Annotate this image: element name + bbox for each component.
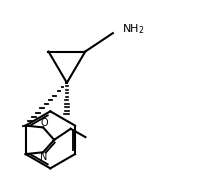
Text: NH$_2$: NH$_2$ — [122, 22, 145, 36]
Text: O: O — [40, 118, 48, 128]
Text: N: N — [40, 152, 48, 162]
